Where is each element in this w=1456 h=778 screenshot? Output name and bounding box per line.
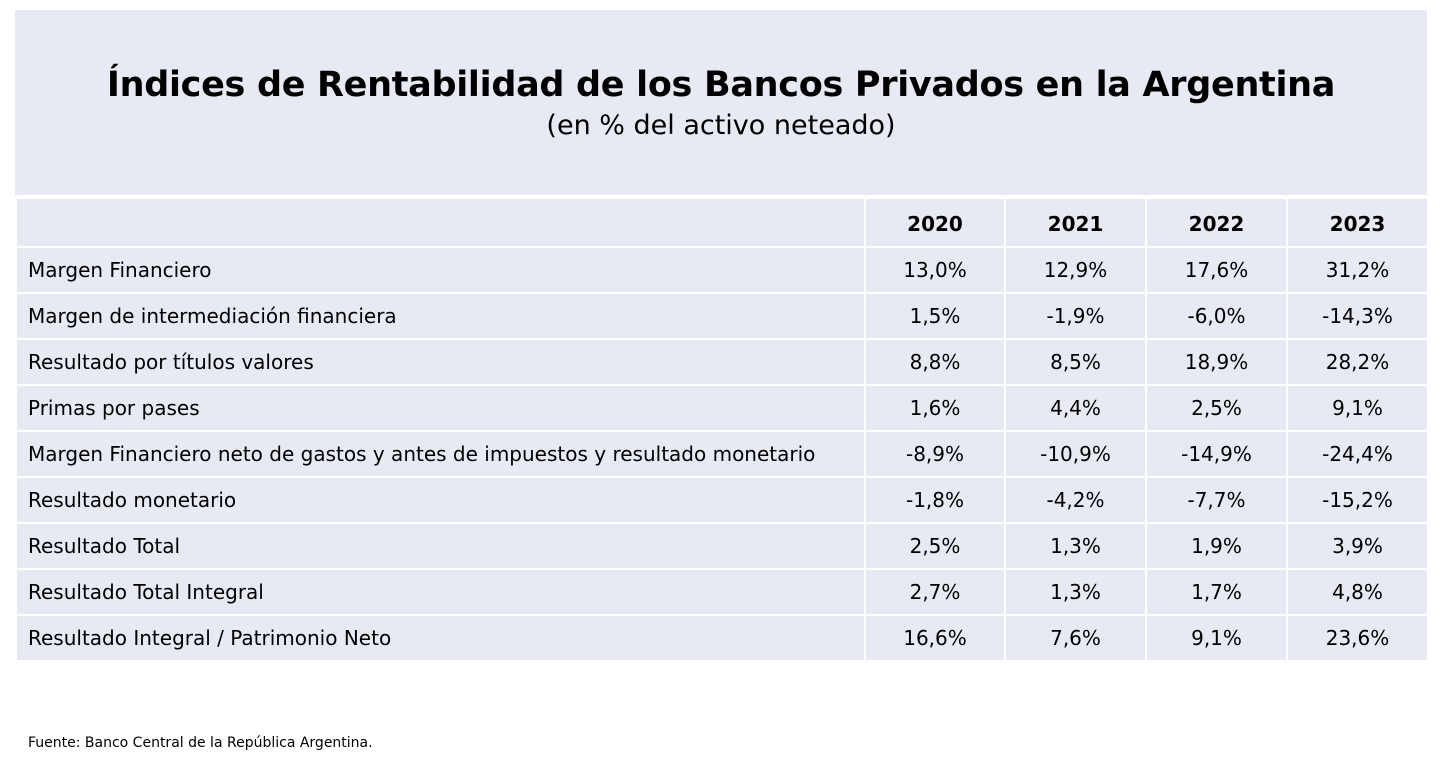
value-cell: -24,4% xyxy=(1286,430,1429,478)
title-block: Índices de Rentabilidad de los Bancos Pr… xyxy=(15,10,1427,195)
value-cell: 28,2% xyxy=(1286,338,1429,386)
value-cell: 23,6% xyxy=(1286,614,1429,662)
value-cell: 16,6% xyxy=(864,614,1006,662)
column-header: 2022 xyxy=(1145,197,1288,248)
value-cell: 18,9% xyxy=(1145,338,1288,386)
chart-subtitle: (en % del activo neteado) xyxy=(546,110,896,141)
value-cell: -1,8% xyxy=(864,476,1006,524)
row-label: Margen Financiero xyxy=(15,246,866,294)
value-cell: 8,8% xyxy=(864,338,1006,386)
value-cell: 2,5% xyxy=(864,522,1006,570)
source-note: Fuente: Banco Central de la República Ar… xyxy=(28,735,373,751)
value-cell: -10,9% xyxy=(1004,430,1147,478)
value-cell: 4,4% xyxy=(1004,384,1147,432)
table-row: Resultado monetario -1,8% -4,2% -7,7% -15,2% xyxy=(15,476,1429,524)
value-cell: 1,5% xyxy=(864,292,1006,340)
value-cell: 8,5% xyxy=(1004,338,1147,386)
value-cell: 7,6% xyxy=(1004,614,1147,662)
table-row: Resultado por títulos valores 8,8% 8,5% 18,… xyxy=(15,338,1429,386)
column-header: 2023 xyxy=(1286,197,1429,248)
table-row: Resultado Total Integral 2,7% 1,3% 1,7% 4,8% xyxy=(15,568,1429,616)
value-cell: -14,3% xyxy=(1286,292,1429,340)
table-row: Primas por pases 1,6% 4,4% 2,5% 9,1% xyxy=(15,384,1429,432)
value-cell: -4,2% xyxy=(1004,476,1147,524)
header-row: 2020 2021 2022 2023 xyxy=(15,197,1429,248)
value-cell: 9,1% xyxy=(1145,614,1288,662)
value-cell: 13,0% xyxy=(864,246,1006,294)
value-cell: -1,9% xyxy=(1004,292,1147,340)
value-cell: -8,9% xyxy=(864,430,1006,478)
table-row: Resultado Integral / Patrimonio Neto 16,6… xyxy=(15,614,1429,662)
data-table: 2020 2021 2022 2023 Margen Financiero 13,… xyxy=(15,197,1429,662)
value-cell: 1,9% xyxy=(1145,522,1288,570)
value-cell: 1,3% xyxy=(1004,568,1147,616)
value-cell: 2,7% xyxy=(864,568,1006,616)
value-cell: 1,6% xyxy=(864,384,1006,432)
value-cell: 4,8% xyxy=(1286,568,1429,616)
value-cell: -7,7% xyxy=(1145,476,1288,524)
row-label: Margen Financiero neto de gastos y antes… xyxy=(15,430,866,478)
value-cell: 2,5% xyxy=(1145,384,1288,432)
value-cell: 1,3% xyxy=(1004,522,1147,570)
table-body: Margen Financiero 13,0% 12,9% 17,6% 31,2% Mar… xyxy=(15,246,1429,662)
table-row: Margen Financiero neto de gastos y antes… xyxy=(15,430,1429,478)
row-label: Resultado por títulos valores xyxy=(15,338,866,386)
value-cell: 31,2% xyxy=(1286,246,1429,294)
column-header: 2021 xyxy=(1004,197,1147,248)
row-label: Margen de intermediación financiera xyxy=(15,292,866,340)
row-label: Resultado Total xyxy=(15,522,866,570)
row-label: Resultado Total Integral xyxy=(15,568,866,616)
table-panel: Índices de Rentabilidad de los Bancos Pr… xyxy=(15,10,1429,662)
table-row: Margen de intermediación financiera 1,5% -… xyxy=(15,292,1429,340)
value-cell: 9,1% xyxy=(1286,384,1429,432)
chart-title: Índices de Rentabilidad de los Bancos Pr… xyxy=(106,65,1336,105)
row-label: Resultado monetario xyxy=(15,476,866,524)
value-cell: 3,9% xyxy=(1286,522,1429,570)
value-cell: -6,0% xyxy=(1145,292,1288,340)
value-cell: 12,9% xyxy=(1004,246,1147,294)
column-header: 2020 xyxy=(864,197,1006,248)
table-row: Margen Financiero 13,0% 12,9% 17,6% 31,2% xyxy=(15,246,1429,294)
row-label: Primas por pases xyxy=(15,384,866,432)
value-cell: -14,9% xyxy=(1145,430,1288,478)
table-row: Resultado Total 2,5% 1,3% 1,9% 3,9% xyxy=(15,522,1429,570)
header-label-cell xyxy=(15,197,866,248)
value-cell: -15,2% xyxy=(1286,476,1429,524)
value-cell: 1,7% xyxy=(1145,568,1288,616)
row-label: Resultado Integral / Patrimonio Neto xyxy=(15,614,866,662)
value-cell: 17,6% xyxy=(1145,246,1288,294)
